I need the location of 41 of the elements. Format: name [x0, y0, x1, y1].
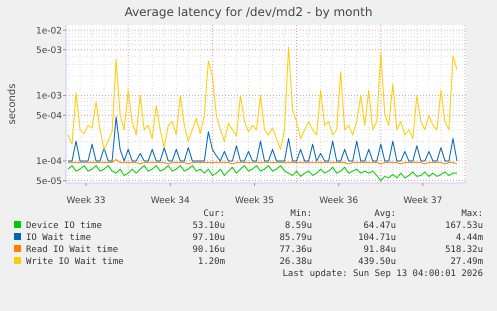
text: 53.10u — [192, 221, 225, 231]
text: 77.36u — [279, 245, 312, 255]
legend-label: IO Wait time — [26, 233, 92, 243]
x-tick-label: Week 36 — [319, 196, 358, 206]
text: 518.32u — [445, 245, 483, 255]
line-series — [68, 46, 458, 150]
y-tick-label: 1e-02 — [36, 26, 62, 36]
legend-label: Read IO Wait time — [26, 245, 118, 255]
text: 167.53u — [445, 221, 483, 231]
text: 1.20m — [198, 257, 225, 267]
x-tick-label: Week 33 — [66, 196, 106, 206]
text: 4.44m — [456, 233, 483, 243]
text: Last update: Sun Sep 13 04:00:01 2026 — [282, 269, 483, 279]
y-tick-label: 5e-05 — [36, 176, 62, 187]
text: 85.79u — [279, 233, 312, 243]
x-tick-label: Week 34 — [150, 196, 190, 206]
text: 91.84u — [363, 245, 396, 255]
y-tick-label: 1e-04 — [36, 157, 62, 168]
chart-title: Average latency for /dev/md2 - by month — [124, 5, 372, 19]
line-series — [68, 116, 458, 162]
text: 90.16u — [192, 245, 225, 255]
y-tick-label: 1e-03 — [36, 92, 62, 102]
y-axis-title: seconds — [7, 84, 18, 124]
text: Cur: — [203, 209, 225, 219]
x-tick-label: Week 37 — [403, 196, 442, 206]
legend-label: Device IO time — [26, 221, 102, 231]
text: Avg: — [374, 209, 396, 219]
text: 26.38u — [279, 257, 312, 267]
line-series — [68, 165, 458, 182]
text: 27.49m — [450, 257, 483, 267]
x-tick-label: Week 35 — [234, 196, 274, 206]
text: Min: — [290, 209, 312, 219]
text: 64.47u — [363, 221, 396, 231]
y-tick-label: 5e-04 — [36, 111, 62, 122]
text: 8.59u — [284, 221, 312, 231]
text: Max: — [461, 209, 483, 219]
text: 97.10u — [192, 233, 225, 243]
legend-label: Write IO Wait time — [26, 257, 124, 267]
text: 439.50u — [358, 257, 396, 267]
text: 104.71u — [358, 233, 396, 243]
y-tick-label: 5e-03 — [36, 46, 62, 56]
